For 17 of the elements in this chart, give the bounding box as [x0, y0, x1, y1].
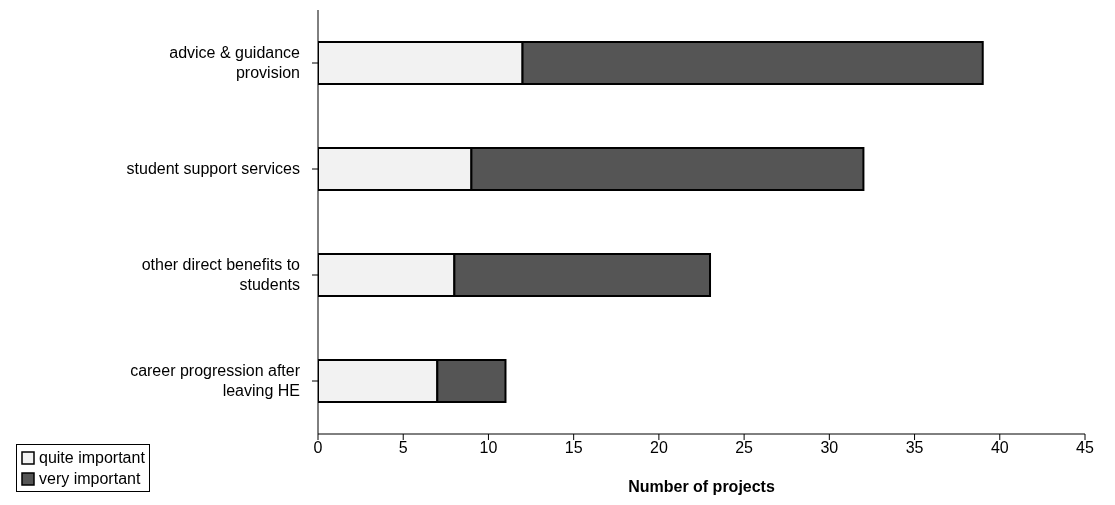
legend-label: very important: [39, 469, 141, 489]
x-tick-label: 5: [398, 439, 408, 457]
x-tick-label: 10: [479, 439, 498, 457]
x-tick-label: 30: [820, 439, 839, 457]
x-tick-label: 15: [564, 439, 583, 457]
x-tick-label: 20: [649, 439, 668, 457]
y-tick-label: other direct benefits to students: [141, 256, 301, 293]
x-tick-label: 0: [313, 439, 323, 457]
y-tick-label: student support services: [126, 160, 300, 177]
x-tick-label: 45: [1076, 439, 1094, 457]
y-tick-label: career progression after leaving HE: [130, 362, 301, 399]
x-tick-label: 25: [735, 439, 754, 457]
x-axis-title: Number of projects: [628, 478, 775, 495]
y-tick-label: advice & guidance provision: [169, 44, 301, 81]
legend-label: quite important: [39, 448, 145, 468]
x-tick-label: 40: [990, 439, 1009, 457]
x-tick-label: 35: [905, 439, 924, 457]
